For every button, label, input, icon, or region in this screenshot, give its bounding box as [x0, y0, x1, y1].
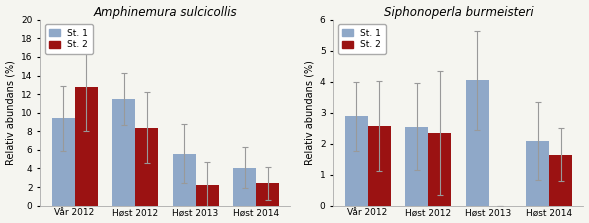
Bar [405, 127, 428, 206]
Title: Amphinemura sulcicollis: Amphinemura sulcicollis [94, 6, 237, 19]
Bar [233, 167, 256, 206]
Bar [428, 133, 451, 206]
Bar [52, 118, 75, 206]
Bar [196, 185, 219, 206]
Bar [526, 141, 549, 206]
Legend: St. 1, St. 2: St. 1, St. 2 [337, 24, 386, 54]
Legend: St. 1, St. 2: St. 1, St. 2 [45, 24, 92, 54]
Y-axis label: Relativ abundans (%): Relativ abundans (%) [5, 60, 15, 165]
Bar [75, 87, 98, 206]
Bar [368, 126, 391, 206]
Bar [112, 99, 135, 206]
Bar [173, 154, 196, 206]
Bar [256, 183, 279, 206]
Bar [466, 80, 489, 206]
Title: Siphonoperla burmeisteri: Siphonoperla burmeisteri [383, 6, 533, 19]
Y-axis label: Relativ abundans (%): Relativ abundans (%) [305, 60, 315, 165]
Bar [135, 128, 158, 206]
Bar [549, 155, 572, 206]
Bar [345, 116, 368, 206]
